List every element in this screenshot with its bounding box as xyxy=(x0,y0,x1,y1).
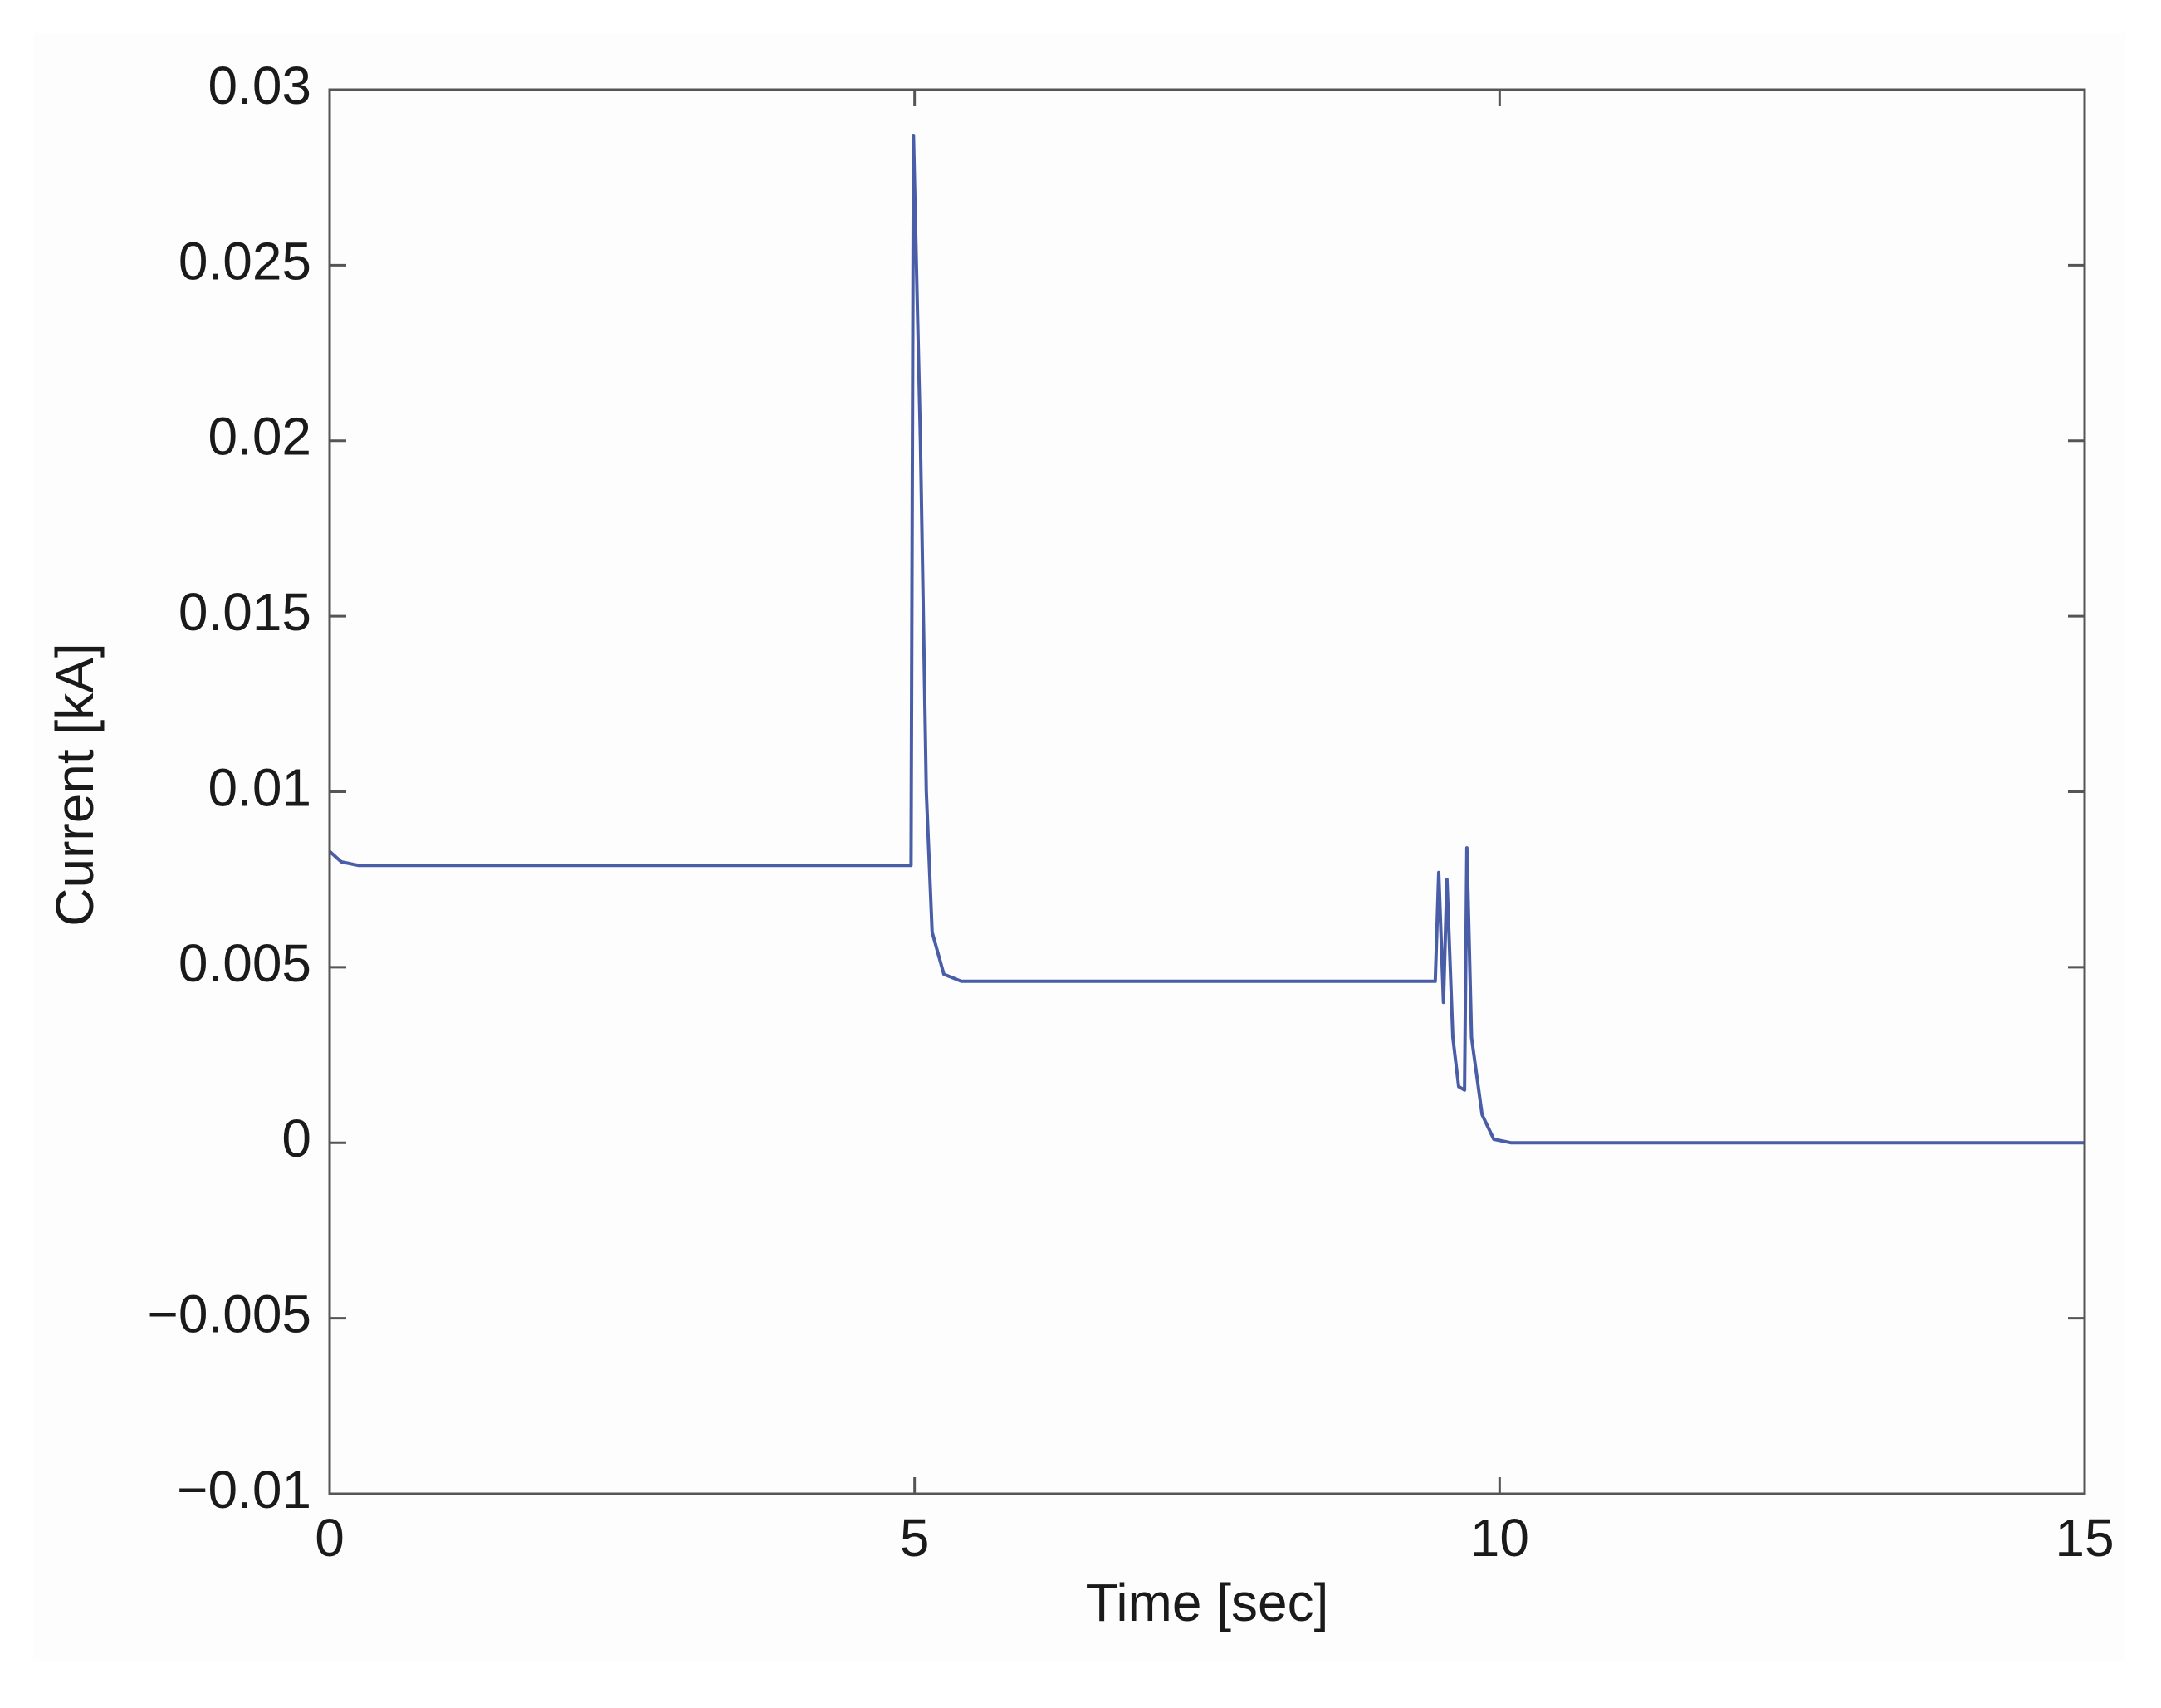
y-axis-label: Current [kA] xyxy=(45,643,105,926)
y-tick-label: 0.02 xyxy=(208,407,311,467)
x-tick-label: 0 xyxy=(315,1508,345,1568)
y-tick-label: 0.01 xyxy=(208,757,311,817)
x-tick-label: 5 xyxy=(900,1508,930,1568)
y-tick-label: −0.005 xyxy=(147,1285,311,1344)
y-tick-label: 0.005 xyxy=(178,933,311,993)
x-axis-label: Time [sec] xyxy=(1086,1573,1329,1632)
plot-frame xyxy=(328,88,2086,1495)
y-tick-label: 0.03 xyxy=(208,56,311,115)
data-line xyxy=(328,134,2085,1145)
y-tick-label: 0.025 xyxy=(178,231,311,291)
y-tick-label: 0.015 xyxy=(178,582,311,642)
x-tick-label: 15 xyxy=(2055,1508,2114,1568)
y-tick-label: −0.01 xyxy=(177,1460,311,1520)
figure-background xyxy=(33,33,2125,1661)
y-tick-label: 0 xyxy=(281,1108,311,1168)
x-tick-label: 10 xyxy=(1470,1508,1529,1568)
